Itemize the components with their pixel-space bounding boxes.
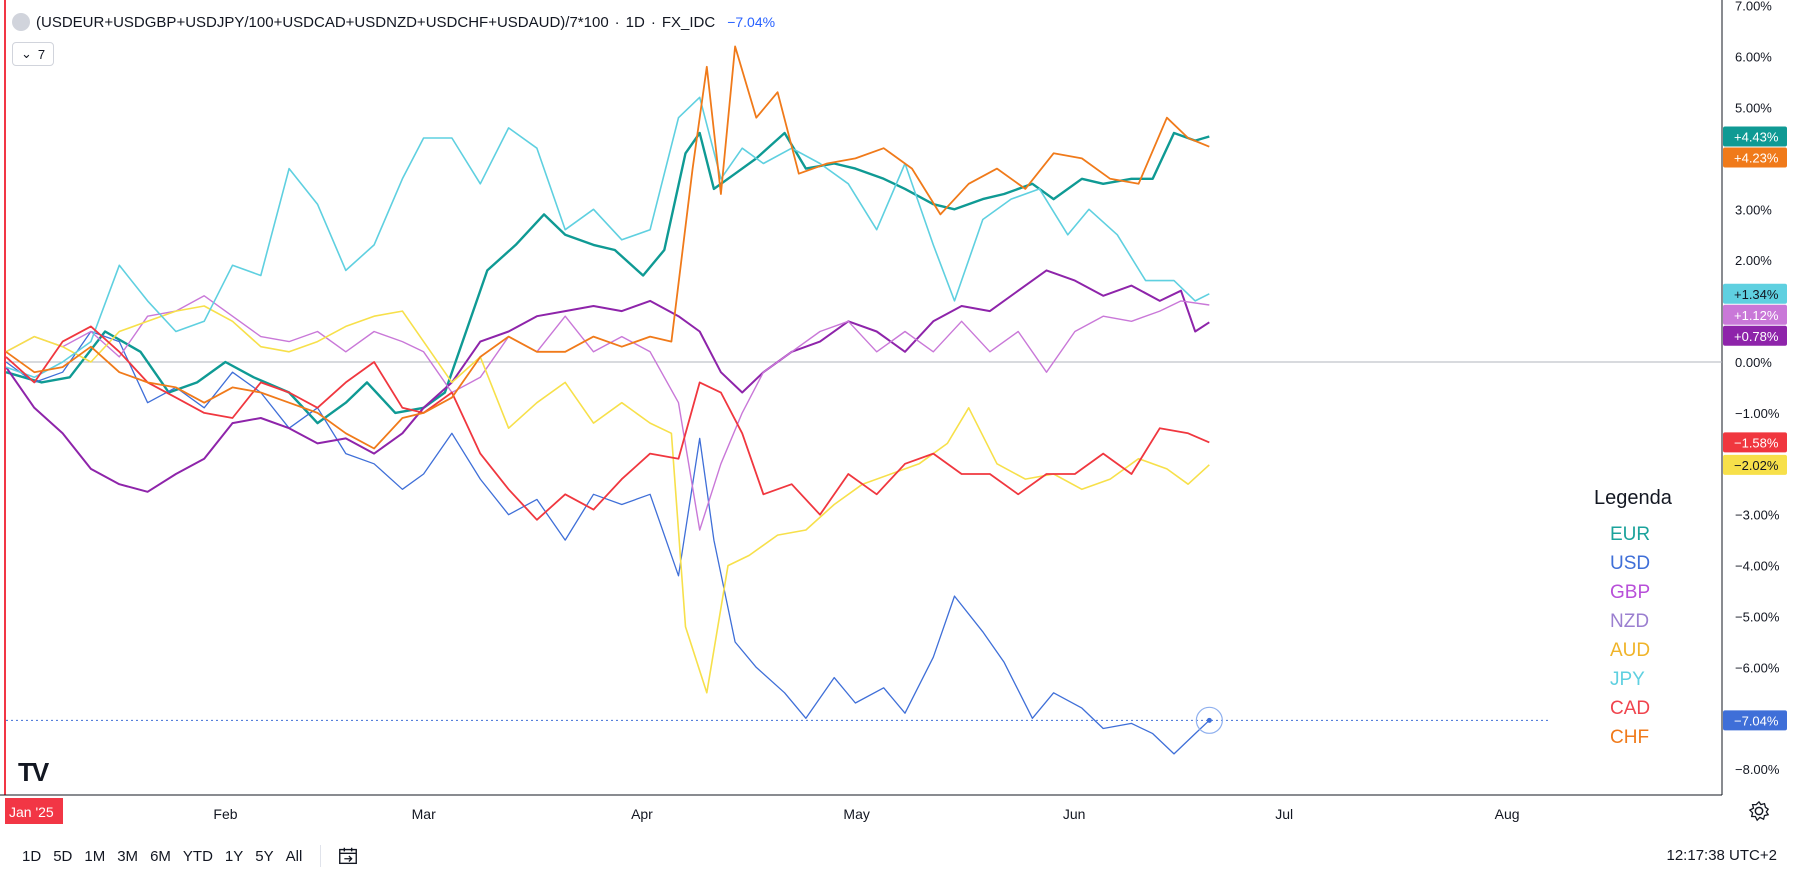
price-label-chf: +4.23% bbox=[1734, 151, 1779, 166]
range-button-1d[interactable]: 1D bbox=[22, 847, 42, 865]
legend-item-gbp: GBP bbox=[1610, 582, 1650, 603]
y-tick-label: −4.00% bbox=[1735, 559, 1780, 574]
calendar-goto-icon[interactable] bbox=[337, 845, 359, 867]
y-tick-label: −1.00% bbox=[1735, 406, 1780, 421]
price-label-cad: −1.58% bbox=[1734, 435, 1779, 450]
price-label-bg-eur bbox=[1723, 126, 1787, 147]
range-button-5d[interactable]: 5D bbox=[53, 847, 73, 865]
symbol-logo-icon bbox=[12, 13, 30, 31]
price-label-bg-aud bbox=[1723, 454, 1787, 475]
series-line-gbp bbox=[5, 269, 1210, 493]
y-tick-label: −8.00% bbox=[1735, 762, 1780, 777]
x-tick-label: Jan '25 bbox=[9, 804, 54, 820]
gear-icon[interactable] bbox=[1748, 800, 1770, 822]
last-price-dot bbox=[1206, 717, 1212, 723]
x-tick-label: Apr bbox=[631, 806, 653, 822]
source-label: FX_IDC bbox=[661, 13, 716, 31]
price-label-jpy: +1.34% bbox=[1734, 287, 1779, 302]
y-tick-label: −5.00% bbox=[1735, 610, 1780, 625]
y-tick-label: 7.00% bbox=[1735, 0, 1772, 14]
series-line-usd bbox=[5, 330, 1210, 755]
price-label-bg-jpy bbox=[1723, 283, 1787, 304]
range-button-all[interactable]: All bbox=[285, 847, 303, 865]
header-separator-1: · bbox=[614, 13, 620, 31]
y-tick-label: 2.00% bbox=[1735, 253, 1772, 268]
toolbar-divider bbox=[320, 845, 322, 867]
x-tick-label: Jul bbox=[1275, 806, 1293, 822]
legend-item-eur: EUR bbox=[1610, 524, 1650, 545]
x-tick-label: Aug bbox=[1495, 806, 1520, 822]
y-tick-label: −3.00% bbox=[1735, 508, 1780, 523]
x-tick-label: Mar bbox=[412, 806, 436, 822]
range-button-5y[interactable]: 5Y bbox=[255, 847, 274, 865]
price-label-aud: −2.02% bbox=[1734, 458, 1779, 473]
last-price-pulse bbox=[1195, 706, 1223, 734]
price-label-bg-cad bbox=[1723, 432, 1787, 453]
legend-item-jpy: JPY bbox=[1610, 669, 1645, 690]
chart-header: (USDEUR+USDGBP+USDJPY/100+USDCAD+USDNZD+… bbox=[12, 10, 775, 34]
bottom-toolbar: 1D 5D 1M 3M 6M YTD 1Y 5Y All bbox=[0, 835, 1795, 877]
range-button-3m[interactable]: 3M bbox=[117, 847, 139, 865]
price-label-nzd: +1.12% bbox=[1734, 308, 1779, 323]
indicators-toggle-button[interactable]: ⌄ 7 bbox=[12, 42, 55, 66]
x-start-label-bg bbox=[5, 798, 63, 824]
x-tick-label: Jun bbox=[1063, 806, 1086, 822]
change-value: −7.04% bbox=[727, 14, 776, 30]
y-tick-label: 5.00% bbox=[1735, 101, 1772, 116]
price-label-usd: −7.04% bbox=[1734, 713, 1779, 728]
y-tick-label: 3.00% bbox=[1735, 202, 1772, 217]
symbol-name[interactable]: (USDEUR+USDGBP+USDJPY/100+USDCAD+USDNZD+… bbox=[36, 13, 609, 31]
legend-item-cad: CAD bbox=[1610, 698, 1650, 719]
y-tick-label: 6.00% bbox=[1735, 50, 1772, 65]
series-line-jpy bbox=[5, 96, 1210, 379]
series-line-chf bbox=[5, 45, 1210, 450]
range-buttons: 1D 5D 1M 3M 6M YTD 1Y 5Y All bbox=[16, 848, 308, 865]
chevron-down-icon: ⌄ bbox=[21, 46, 32, 61]
clock-timezone[interactable]: 12:17:38 UTC+2 bbox=[1666, 847, 1778, 864]
range-button-1m[interactable]: 1M bbox=[84, 847, 106, 865]
price-label-bg-chf bbox=[1723, 147, 1787, 168]
legend-item-nzd: NZD bbox=[1610, 611, 1649, 632]
price-label-bg-usd bbox=[1723, 710, 1787, 731]
legend-item-aud: AUD bbox=[1610, 640, 1650, 661]
series-line-eur bbox=[5, 131, 1210, 425]
price-label-eur: +4.43% bbox=[1734, 130, 1779, 145]
x-tick-label: Feb bbox=[213, 806, 237, 822]
price-label-bg-gbp bbox=[1723, 325, 1787, 346]
indicator-count: 7 bbox=[37, 46, 46, 62]
range-button-6m[interactable]: 6M bbox=[150, 847, 171, 865]
x-tick-label: May bbox=[843, 806, 869, 822]
tradingview-logo-icon[interactable]: TV bbox=[18, 757, 49, 787]
series-line-aud bbox=[5, 305, 1210, 694]
series-line-cad bbox=[5, 325, 1210, 521]
y-tick-label: −6.00% bbox=[1735, 660, 1780, 675]
range-button-ytd[interactable]: YTD bbox=[182, 847, 213, 865]
legend-item-usd: USD bbox=[1610, 553, 1650, 574]
header-separator-2: · bbox=[650, 13, 656, 31]
legend-title: Legenda bbox=[1594, 487, 1673, 509]
range-button-1y[interactable]: 1Y bbox=[224, 847, 244, 865]
legend-item-chf: CHF bbox=[1610, 727, 1649, 748]
price-label-gbp: +0.78% bbox=[1734, 329, 1779, 344]
price-label-bg-nzd bbox=[1723, 304, 1787, 325]
y-tick-label: 0.00% bbox=[1735, 355, 1772, 370]
interval-label[interactable]: 1D bbox=[625, 13, 645, 31]
